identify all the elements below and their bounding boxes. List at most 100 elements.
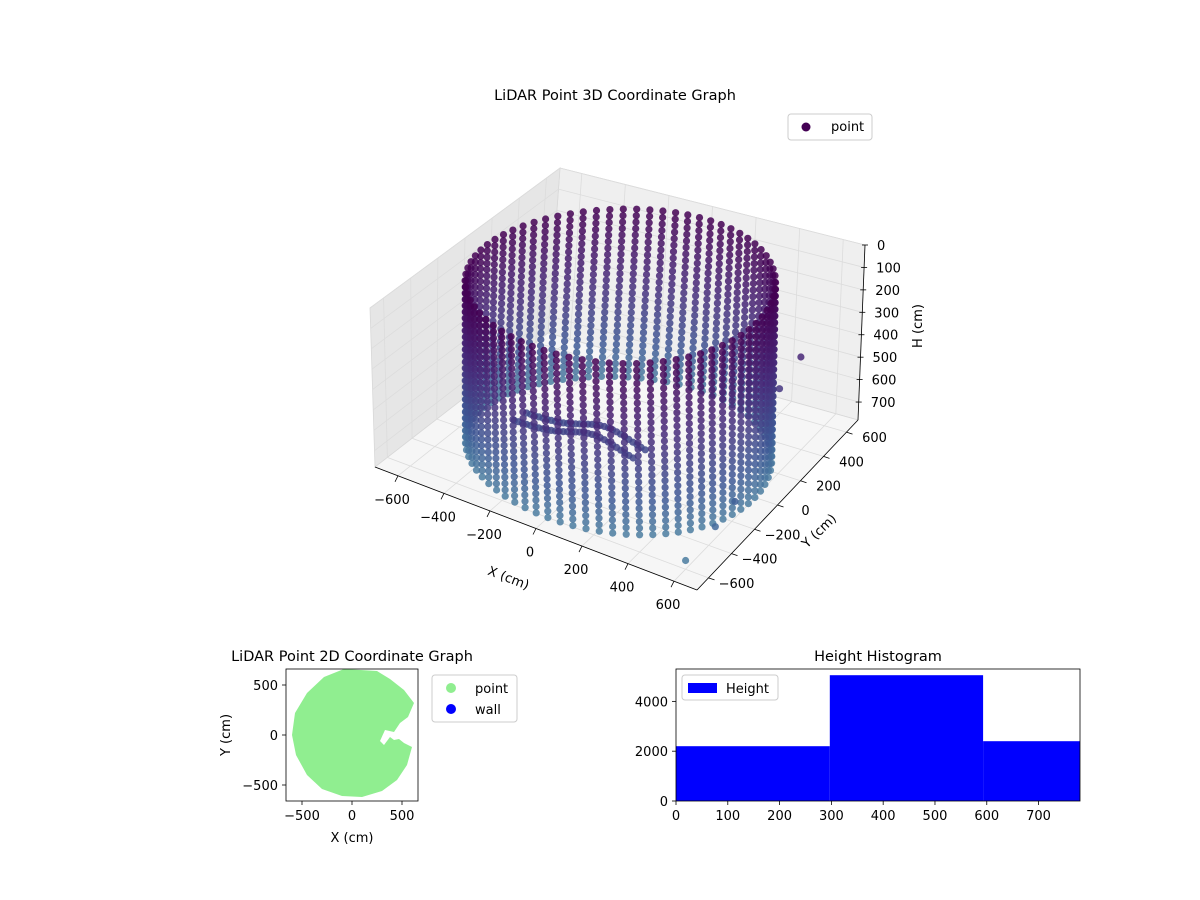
point-3d (489, 334, 498, 342)
point-3d (682, 250, 690, 258)
point-3d (484, 423, 492, 431)
point-3d (587, 309, 596, 317)
point-3d (606, 405, 614, 413)
point-3d (477, 435, 486, 443)
point-3d (757, 380, 766, 388)
point-3d (670, 235, 678, 243)
point-3d (612, 353, 620, 361)
point-3d (772, 278, 780, 287)
point-3d (567, 437, 575, 445)
point-3d (490, 372, 498, 380)
panel-3d-scatter: LiDAR Point 3D Coordinate Graph −600 −400… (369, 88, 926, 613)
point-3d (662, 530, 670, 538)
point-3d (576, 272, 584, 280)
point-3d (483, 266, 491, 274)
point-3d (540, 366, 549, 374)
point-3d (728, 484, 736, 492)
point-3d (601, 302, 609, 310)
point-3d (566, 386, 574, 394)
y-tick-3d (708, 577, 715, 581)
point-3d (587, 315, 595, 323)
point-3d (565, 366, 573, 374)
panel-2d-scatter: LiDAR Point 2D Coordinate Graph −500 0 500… (219, 649, 518, 846)
point-3d (683, 230, 691, 238)
point-3d (735, 242, 743, 251)
point-3d (660, 397, 668, 405)
point-3d (482, 328, 490, 336)
point-3d (592, 377, 600, 385)
point-3d (731, 328, 740, 336)
point-3d (598, 353, 607, 361)
point-3d (599, 334, 608, 342)
point-3d (621, 458, 629, 466)
point-3d (563, 286, 571, 294)
point-3d (490, 279, 498, 287)
point-3d (749, 293, 757, 301)
point-3d (616, 263, 624, 271)
point-3d (516, 298, 525, 306)
point-3d (737, 398, 745, 406)
point-3d (673, 429, 681, 437)
point-3d (725, 264, 733, 272)
x-tick-label-histogram: 500 (923, 809, 948, 824)
point-3d (608, 490, 616, 498)
point-3d (641, 303, 649, 311)
point-3d (490, 273, 498, 281)
point-3d (697, 383, 705, 391)
point-3d (674, 482, 682, 490)
point-3d (685, 353, 693, 361)
point-3d (704, 269, 712, 277)
point-3d (515, 329, 524, 337)
point-3d (541, 391, 549, 399)
point-3d (594, 475, 602, 483)
point-3d (769, 265, 777, 273)
histogram-bar (983, 741, 1080, 801)
point-3d (708, 419, 716, 427)
point-3d (745, 392, 753, 401)
point-3d (758, 313, 766, 321)
legend-3d-box (787, 113, 873, 141)
point-3d (744, 466, 753, 474)
point-3d (620, 438, 629, 446)
point-3d (659, 213, 667, 222)
point-3d (569, 515, 577, 523)
point-3d (520, 440, 528, 448)
point-3d (572, 355, 581, 363)
y-tick-label-histogram: 2000 (635, 745, 668, 760)
point-3d (728, 410, 736, 418)
point-3d (544, 507, 552, 515)
y-tick-3d (777, 504, 784, 508)
point-3d (499, 243, 507, 251)
point-3d (608, 516, 617, 524)
point-3d (758, 367, 766, 375)
point-3d (498, 287, 506, 295)
point-3d (744, 459, 753, 467)
point-3d (690, 325, 698, 333)
point-3d (647, 392, 655, 400)
point-3d (648, 511, 657, 519)
point-3d (500, 441, 508, 449)
point-3d (741, 307, 749, 315)
point-3d (598, 360, 606, 368)
point-3d (719, 482, 727, 490)
point-3d (509, 409, 517, 417)
point-3d (553, 218, 562, 227)
point-3d (649, 531, 657, 539)
point-3d (685, 439, 694, 447)
point-3d (565, 373, 574, 381)
point-3d (671, 222, 679, 230)
point-3d (542, 215, 550, 223)
point-3d (560, 356, 568, 364)
point-3d (757, 454, 765, 462)
point-3d (678, 322, 686, 330)
grid-line-x (627, 228, 801, 564)
y-tick-label-3d: −400 (742, 553, 778, 568)
point-3d (568, 470, 576, 478)
point-3d (634, 439, 642, 447)
point-3d (758, 360, 766, 368)
point-3d (477, 378, 485, 387)
point-3d (592, 390, 600, 398)
point-3d (685, 360, 693, 368)
point-3d (482, 284, 491, 292)
point-3d (553, 369, 561, 378)
